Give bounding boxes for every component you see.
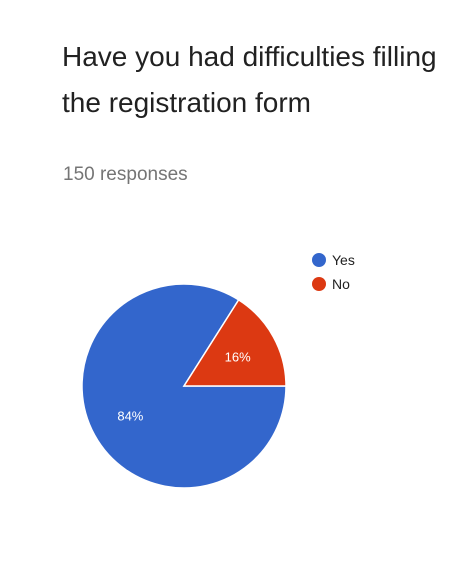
pie-slice-labels: 84% 16% <box>117 350 251 424</box>
slice-label-no: 16% <box>225 350 251 365</box>
pie-slice-no <box>182 298 287 387</box>
pie-slices <box>81 283 287 489</box>
legend-label-yes: Yes <box>332 252 355 268</box>
response-count: 150 responses <box>63 164 188 185</box>
slice-label-yes: 84% <box>117 408 143 423</box>
legend-swatch-yes <box>312 253 326 267</box>
legend-label-no: No <box>332 276 350 292</box>
legend-swatch-no <box>312 277 326 291</box>
question-title: Have you had difficulties filling the re… <box>62 41 437 118</box>
chart-legend: Yes No <box>312 252 355 292</box>
